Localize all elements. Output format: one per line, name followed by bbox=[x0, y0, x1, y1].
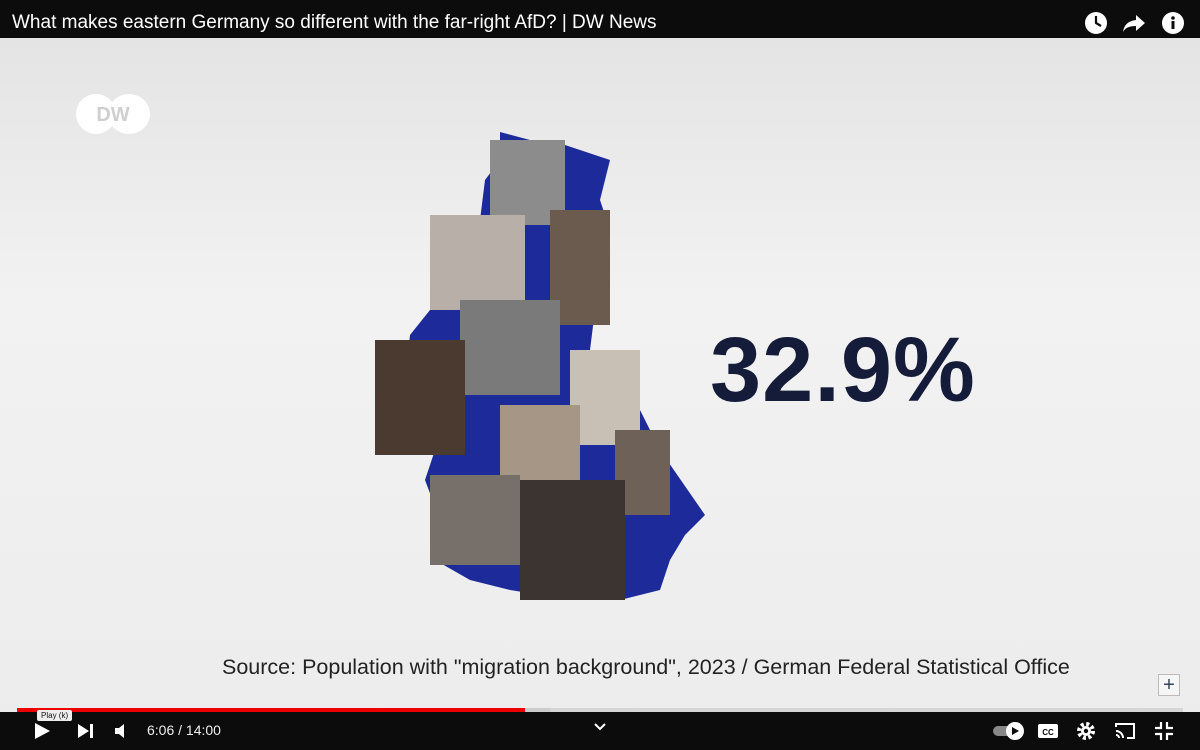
dw-logo: DW bbox=[76, 94, 150, 134]
cast-button[interactable] bbox=[1114, 721, 1136, 741]
next-button[interactable] bbox=[77, 723, 95, 739]
play-button[interactable] bbox=[33, 722, 51, 740]
control-bar: CC bbox=[0, 712, 1200, 750]
progress-bar[interactable] bbox=[17, 708, 1183, 712]
svg-text:CC: CC bbox=[1042, 728, 1054, 737]
autoplay-toggle[interactable] bbox=[992, 721, 1026, 741]
exit-fullscreen-button[interactable] bbox=[1154, 721, 1174, 741]
info-button[interactable] bbox=[1160, 10, 1186, 36]
share-button[interactable] bbox=[1121, 10, 1147, 36]
video-title[interactable]: What makes eastern Germany so different … bbox=[12, 12, 657, 33]
logo-text: DW bbox=[96, 104, 129, 126]
source-caption: Source: Population with "migration backg… bbox=[222, 655, 1070, 679]
chapters-button[interactable] bbox=[592, 721, 608, 733]
germany-map-collage bbox=[375, 132, 705, 600]
watch-later-button[interactable] bbox=[1083, 10, 1109, 36]
mute-button[interactable] bbox=[114, 723, 132, 739]
captions-button[interactable]: CC bbox=[1037, 722, 1059, 740]
add-button[interactable]: + bbox=[1158, 674, 1180, 696]
tooltip: Play (k) bbox=[37, 710, 73, 721]
time-display: 6:06 / 14:00 bbox=[147, 722, 221, 738]
statistic: 32.9% bbox=[710, 319, 976, 421]
top-bar: What makes eastern Germany so different … bbox=[0, 0, 1200, 38]
settings-button[interactable] bbox=[1076, 721, 1096, 741]
played bbox=[17, 708, 525, 712]
portraits bbox=[375, 140, 670, 600]
